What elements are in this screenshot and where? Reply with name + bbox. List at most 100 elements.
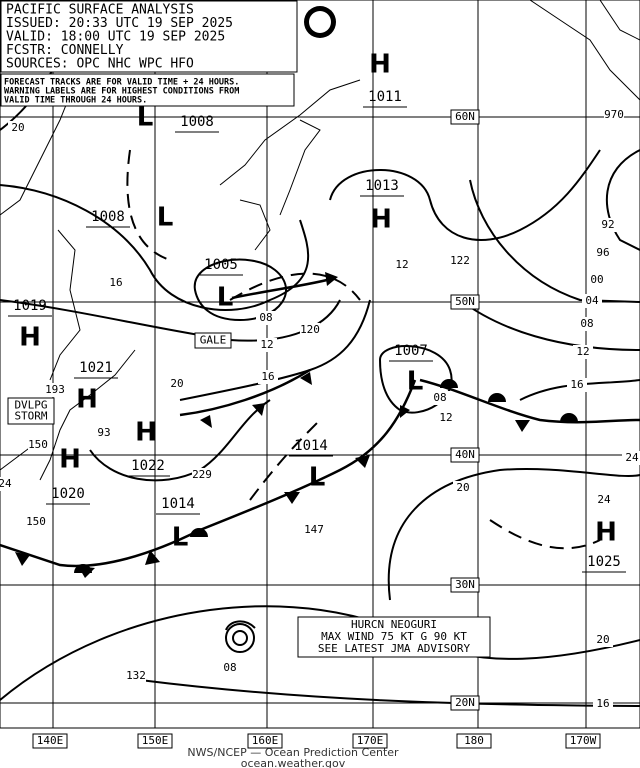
label-bg [593,697,613,711]
header-box [0,0,336,73]
label-bg [567,378,587,392]
latitude-label: 60N [455,110,475,123]
label-bg [392,258,412,272]
label-bg [26,515,46,529]
isobar-label: 16 [109,276,122,289]
isobar-label: 24 [0,477,12,490]
center-symbol: H [370,205,392,235]
latitude-box [450,577,480,593]
advisory-line: SEE LATEST JMA ADVISORY [318,642,471,655]
center-symbol: H [59,445,81,475]
note-box [0,73,295,107]
isobar-label: 04 [585,294,599,307]
isobar-label: 20 [456,481,469,494]
advisory-box [297,616,491,658]
isobar-label: 08 [433,391,446,404]
center-pressure: 1014 [294,438,328,454]
warning-box [194,332,232,349]
longitude-label: 140E [37,734,64,747]
label-bg [573,345,593,359]
center-symbol: L [407,367,424,397]
isobar-label: 00 [590,273,603,286]
label-bg [94,426,114,440]
coastlines [0,0,640,481]
longitude-box [352,733,388,749]
center-pressure: 1019 [13,298,47,314]
label-bg [453,481,473,495]
footer-line: ocean.weather.gov [241,757,346,768]
center-symbol: L [157,203,174,233]
isobar-label: 96 [596,246,609,259]
label-bg [622,451,640,465]
isobar-label: 24 [625,451,639,464]
isobar-label: 122 [450,254,470,267]
isobar-label: 193 [45,383,65,396]
isobar-label: 12 [395,258,408,271]
label-bg [450,254,470,268]
warning-label: STORM [14,410,47,423]
center-pressure: 1020 [51,486,85,502]
isobar-label: 08 [223,661,236,674]
map-frame [0,0,640,729]
isobar-label: 16 [570,378,583,391]
label-bg [256,311,276,325]
longitude-label: 160E [252,734,279,747]
center-symbol: L [172,523,189,553]
header-line: FCSTR: CONNELLY [6,43,124,58]
label-bg [430,391,450,405]
latitude-label: 20N [455,696,475,709]
label-bg [258,370,278,384]
footer-line: NWS/NCEP — Ocean Prediction Center [187,746,399,759]
label-bg [598,218,618,232]
longitude-box [456,733,492,749]
center-pressure: 1005 [204,257,238,273]
label-bg [28,438,48,452]
label-bg [593,633,613,647]
longitude-label: 170E [357,734,384,747]
center-pressure: 1014 [161,496,195,512]
header-line: VALID: 18:00 UTC 19 SEP 2025 [6,30,225,45]
isobar-label: 08 [259,311,272,324]
latitude-box [450,447,480,463]
isobar-label: 20 [596,633,609,646]
label-bg [106,276,126,290]
advisory-line: HURCN NEOGURI [351,618,437,631]
label-bg [220,661,240,675]
note-line: WARNING LABELS ARE FOR HIGHEST CONDITION… [4,87,239,97]
center-symbol: H [19,323,41,353]
center-symbol: L [217,283,234,313]
header-line: PACIFIC SURFACE ANALYSIS [6,3,194,18]
isobar-label: 08 [580,317,593,330]
header-line: SOURCES: OPC NHC WPC HFO [6,57,194,72]
isobar-label: 120 [300,323,320,336]
label-bg [257,338,277,352]
isobar-label: 12 [576,345,589,358]
center-pressure: 1011 [368,89,402,105]
center-pressure: 1007 [394,343,428,359]
isobar-label: 16 [261,370,274,383]
latitude-label: 50N [455,295,475,308]
warning-box [7,397,55,425]
latitude-label: 40N [455,448,475,461]
label-bg [594,493,614,507]
isobar-label: 970 [604,108,624,121]
longitude-label: 180 [464,734,484,747]
latitude-label: 30N [455,578,475,591]
label-bg [8,121,28,135]
isobar-label: 20 [170,377,183,390]
label-bg [126,669,146,683]
label-bg [593,246,613,260]
isobar-label: 93 [97,426,110,439]
label-bg [587,273,607,287]
center-pressure: 1013 [365,178,399,194]
center-symbol: H [135,418,157,448]
header-line: ISSUED: 20:33 UTC 19 SEP 2025 [6,16,233,31]
longitude-box [565,733,601,749]
label-bg [0,477,15,491]
isobar-label: 20 [11,121,24,134]
note-line: FORECAST TRACKS ARE FOR VALID TIME + 24 … [4,78,239,88]
longitude-box [137,733,173,749]
center-pressure: 1025 [587,554,621,570]
fronts [0,368,640,578]
